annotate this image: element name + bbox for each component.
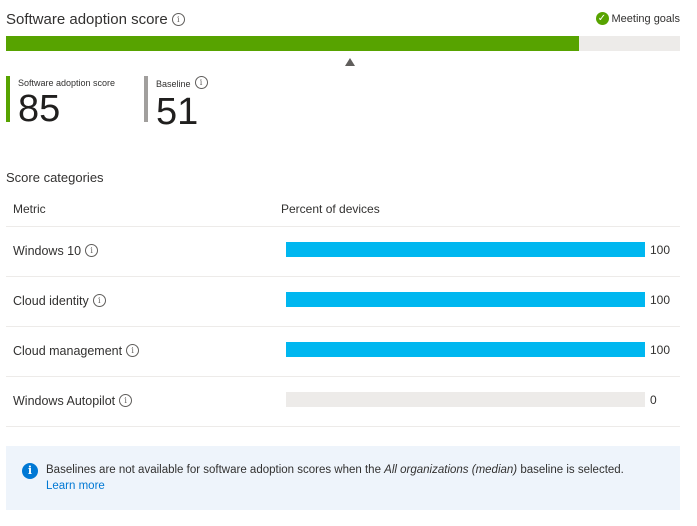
percent-value: 0: [650, 393, 657, 407]
banner-text-before: Baselines are not available for software…: [46, 464, 385, 476]
percent-value: 100: [650, 343, 671, 357]
section-title: Score categories: [6, 170, 104, 185]
info-banner: i Baselines are not available for softwa…: [6, 446, 680, 510]
percent-value: 100: [650, 243, 671, 257]
column-header-percent[interactable]: Percent of devices: [281, 202, 380, 216]
score-kpi-value: 85: [18, 88, 61, 130]
info-icon[interactable]: i: [171, 12, 185, 26]
metric-name: Windows Autopilot: [13, 394, 116, 408]
info-icon[interactable]: i: [126, 344, 140, 358]
title-text: Software adoption score: [6, 11, 168, 28]
page-title: Software adoption score i: [6, 11, 185, 28]
banner-text-after: baseline is selected.: [517, 464, 624, 476]
metric-name: Cloud management: [13, 344, 123, 358]
score-progress-fill: [6, 36, 579, 51]
table-row: Windows Autopilot i 0: [6, 377, 680, 427]
metric-label: Cloud management i: [13, 344, 140, 358]
score-kpi-label: Software adoption score: [18, 78, 116, 88]
table-row: Cloud identity i 100: [6, 277, 680, 327]
percent-bar-track: [286, 242, 645, 257]
percent-bar-fill: [286, 292, 645, 307]
table-row: Windows 10 i 100: [6, 227, 680, 277]
percent-bar-track: [286, 292, 645, 307]
baseline-kpi-label: Baseline: [156, 78, 191, 89]
learn-more-link[interactable]: Learn more: [46, 480, 105, 492]
table-row: Cloud management i 100: [6, 327, 680, 377]
metric-label: Windows 10 i: [13, 244, 99, 258]
column-header-metric[interactable]: Metric: [13, 202, 46, 216]
score-progress-bar: [6, 36, 680, 51]
table-header: Metric Percent of devices: [6, 192, 680, 227]
info-icon[interactable]: i: [194, 76, 208, 89]
percent-bar-fill: [286, 242, 645, 257]
percent-bar-fill: [286, 342, 645, 357]
percent-value: 100: [650, 293, 671, 307]
banner-text-italic: All organizations (median): [384, 464, 518, 476]
score-categories-table: Metric Percent of devices Windows 10 i 100…: [6, 192, 680, 427]
info-icon[interactable]: i: [119, 394, 133, 408]
percent-bar-track: [286, 392, 645, 407]
metric-name: Windows 10: [13, 244, 82, 258]
metric-name: Cloud identity: [13, 294, 89, 308]
info-icon[interactable]: i: [85, 244, 99, 258]
status-badge: ✓ Meeting goals: [595, 12, 681, 25]
score-kpi: Software adoption score 85: [6, 76, 116, 128]
percent-bar-track: [286, 342, 645, 357]
metric-label: Windows Autopilot i: [13, 394, 133, 408]
info-icon[interactable]: i: [92, 294, 106, 308]
baseline-kpi: Baseline i 51: [144, 76, 208, 131]
status-label: Meeting goals: [611, 12, 681, 25]
checkmark-icon: ✓: [595, 12, 609, 25]
metric-label: Cloud identity i: [13, 294, 106, 308]
baseline-marker-icon: [345, 58, 355, 66]
baseline-kpi-value: 51: [156, 91, 199, 133]
baseline-kpi-label-wrap: Baseline i: [156, 76, 208, 91]
info-circle-icon: i: [22, 463, 38, 479]
